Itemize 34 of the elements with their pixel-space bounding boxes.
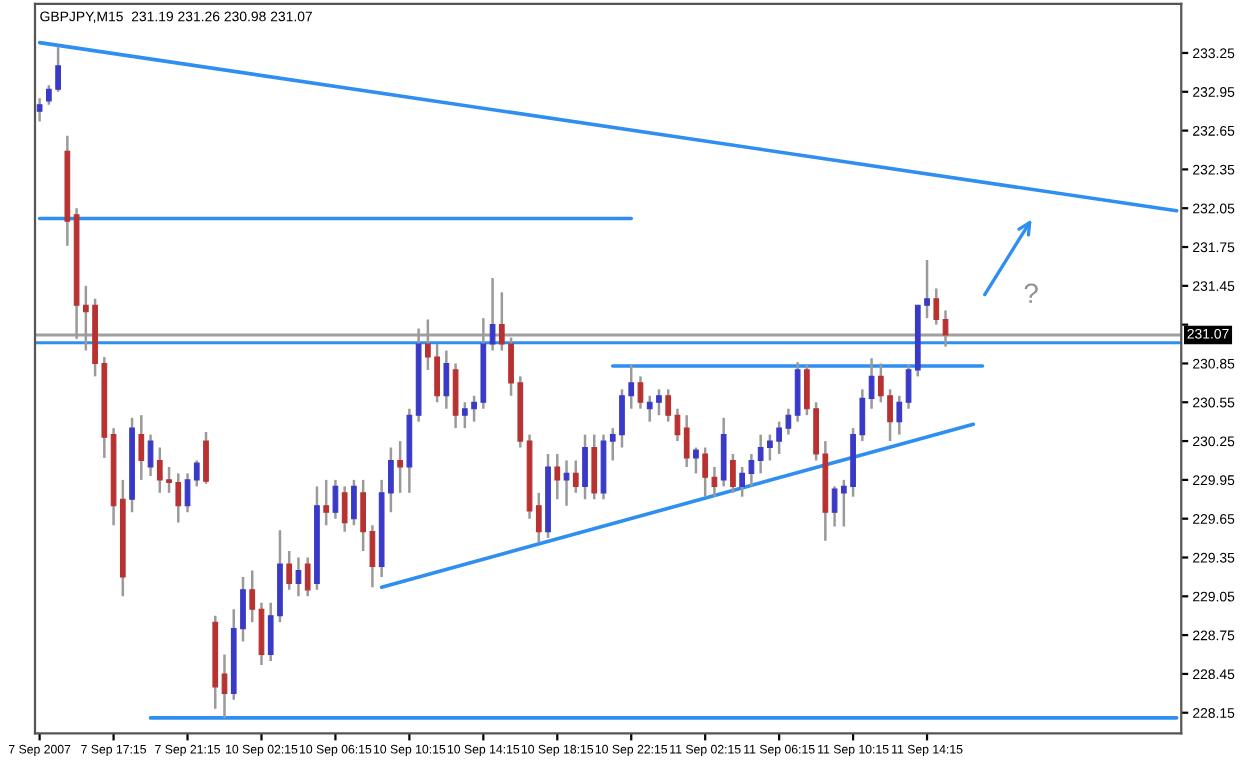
candlestick [896,394,903,436]
candlestick [249,569,256,624]
candlestick [693,446,699,475]
candlestick [868,357,875,410]
candlestick [286,549,293,592]
candlestick [933,287,940,326]
candlestick [591,433,598,501]
candlestick [332,478,339,520]
candlestick [341,485,348,533]
candlestick [36,97,43,123]
candlestick [794,360,801,423]
candlestick [720,416,727,488]
candlestick [443,349,450,410]
candlestick [147,433,154,478]
candlestick [323,478,330,527]
candlestick [397,439,404,495]
candlestick [351,478,357,527]
candlestick [304,556,311,598]
candlestick [295,556,302,598]
candlestick [452,362,459,430]
candlestick [730,452,736,495]
candlestick [203,430,209,486]
candlestick [563,459,570,508]
candlestick [554,452,561,501]
candlestick [702,446,709,498]
candlestick [193,459,200,488]
candlestick [582,433,588,501]
candlestick [739,465,746,498]
candlestick [138,413,145,482]
candlestick [221,653,228,720]
candlestick [572,459,579,495]
annotation: ? [1024,283,1038,303]
candlestick [683,413,690,469]
candlestick [637,375,644,410]
